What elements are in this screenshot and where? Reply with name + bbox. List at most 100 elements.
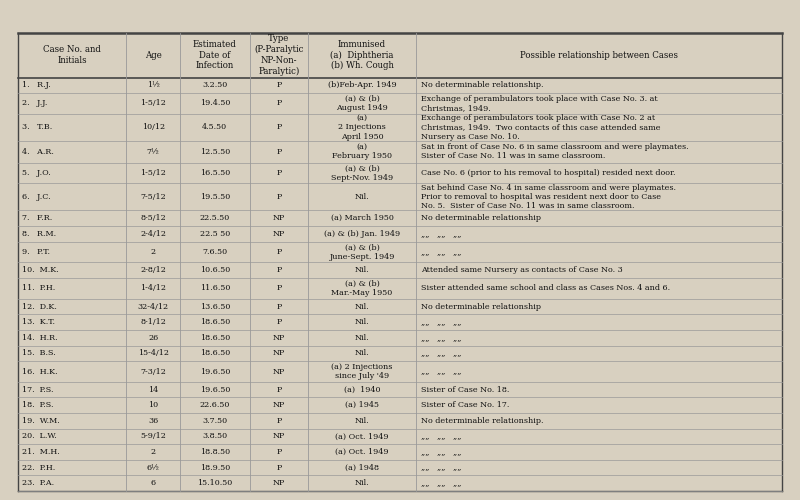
Text: 10.6.50: 10.6.50 xyxy=(200,266,230,274)
Text: 10/12: 10/12 xyxy=(142,124,165,132)
Text: NP: NP xyxy=(273,368,285,376)
Text: 3.7.50: 3.7.50 xyxy=(202,417,227,425)
Text: 21.  M.H.: 21. M.H. xyxy=(22,448,59,456)
Text: Sat in front of Case No. 6 in same classroom and were playmates.
Sister of Case : Sat in front of Case No. 6 in same class… xyxy=(421,143,689,160)
Text: 7.6.50: 7.6.50 xyxy=(202,248,227,256)
Text: „„   „„   „„: „„ „„ „„ xyxy=(421,464,462,471)
Text: 11.6.50: 11.6.50 xyxy=(200,284,230,292)
Text: 18.  P.S.: 18. P.S. xyxy=(22,402,53,409)
Text: P: P xyxy=(276,193,282,201)
Text: (b)Feb-Apr. 1949: (b)Feb-Apr. 1949 xyxy=(328,82,396,90)
Text: 19.5.50: 19.5.50 xyxy=(200,193,230,201)
Text: 2.   J.J.: 2. J.J. xyxy=(22,100,47,108)
Text: 14: 14 xyxy=(148,386,158,394)
Text: 8-1/12: 8-1/12 xyxy=(140,318,166,326)
Text: 4.   A.R.: 4. A.R. xyxy=(22,148,54,156)
Text: (a)  1940: (a) 1940 xyxy=(344,386,380,394)
Text: No determinable relationship.: No determinable relationship. xyxy=(421,82,543,90)
Text: 36: 36 xyxy=(148,417,158,425)
Text: NP: NP xyxy=(273,350,285,358)
Text: 8-5/12: 8-5/12 xyxy=(140,214,166,222)
Text: Exchange of perambulators took place with Case No. 3. at
Christmas, 1949.: Exchange of perambulators took place wit… xyxy=(421,95,658,112)
Text: (a) & (b)
August 1949: (a) & (b) August 1949 xyxy=(336,95,388,112)
Text: 19.  W.M.: 19. W.M. xyxy=(22,417,59,425)
Text: 15-4/12: 15-4/12 xyxy=(138,350,169,358)
Text: NP: NP xyxy=(273,402,285,409)
Text: (a) & (b)
Sept-Nov. 1949: (a) & (b) Sept-Nov. 1949 xyxy=(331,164,393,182)
Text: 19.6.50: 19.6.50 xyxy=(200,386,230,394)
Text: 3.2.50: 3.2.50 xyxy=(202,82,227,90)
Text: No determinable relationship: No determinable relationship xyxy=(421,302,541,310)
Text: 16.5.50: 16.5.50 xyxy=(200,169,230,177)
Text: Sister of Case No. 17.: Sister of Case No. 17. xyxy=(421,402,509,409)
Text: 18.6.50: 18.6.50 xyxy=(200,318,230,326)
Text: 18.8.50: 18.8.50 xyxy=(200,448,230,456)
Text: (a) Oct. 1949: (a) Oct. 1949 xyxy=(335,432,389,440)
Text: 5.   J.O.: 5. J.O. xyxy=(22,169,50,177)
Text: 2-8/12: 2-8/12 xyxy=(140,266,166,274)
Text: 9.   P.T.: 9. P.T. xyxy=(22,248,50,256)
Text: P: P xyxy=(276,417,282,425)
Text: Type
(P-Paralytic
NP-Non-
Paralytic): Type (P-Paralytic NP-Non- Paralytic) xyxy=(254,34,303,76)
Text: NP: NP xyxy=(273,432,285,440)
Text: (a)
2 Injections
April 1950: (a) 2 Injections April 1950 xyxy=(338,114,386,140)
Text: Nil.: Nil. xyxy=(354,334,370,342)
Text: 15.  B.S.: 15. B.S. xyxy=(22,350,55,358)
Text: 2-4/12: 2-4/12 xyxy=(140,230,166,238)
Text: NP: NP xyxy=(273,230,285,238)
Text: Sister attended same school and class as Cases Nos. 4 and 6.: Sister attended same school and class as… xyxy=(421,284,670,292)
Text: (a) & (b)
Mar.-May 1950: (a) & (b) Mar.-May 1950 xyxy=(331,280,393,297)
Text: 1-5/12: 1-5/12 xyxy=(140,169,166,177)
Text: NP: NP xyxy=(273,214,285,222)
Text: 22.5.50: 22.5.50 xyxy=(200,214,230,222)
Text: 19.4.50: 19.4.50 xyxy=(200,100,230,108)
Text: NP: NP xyxy=(273,334,285,342)
Text: NP: NP xyxy=(273,479,285,487)
Text: P: P xyxy=(276,266,282,274)
Text: 2: 2 xyxy=(150,248,156,256)
Text: Case No. 6 (prior to his removal to hospital) resided next door.: Case No. 6 (prior to his removal to hosp… xyxy=(421,169,675,177)
Text: (a) March 1950: (a) March 1950 xyxy=(330,214,394,222)
Text: Estimated
Date of
Infection: Estimated Date of Infection xyxy=(193,40,237,70)
Text: 12.  D.K.: 12. D.K. xyxy=(22,302,57,310)
Text: 22.5 50: 22.5 50 xyxy=(200,230,230,238)
Text: 13.6.50: 13.6.50 xyxy=(200,302,230,310)
Text: (a) Oct. 1949: (a) Oct. 1949 xyxy=(335,448,389,456)
Text: P: P xyxy=(276,82,282,90)
Text: (a) 1948: (a) 1948 xyxy=(345,464,379,471)
Text: (a) & (b) Jan. 1949: (a) & (b) Jan. 1949 xyxy=(324,230,400,238)
Text: Immunised
(a)  Diphtheria
(b) Wh. Cough: Immunised (a) Diphtheria (b) Wh. Cough xyxy=(330,40,394,70)
Text: 22.6.50: 22.6.50 xyxy=(200,402,230,409)
Text: „„   „„   „„: „„ „„ „„ xyxy=(421,479,462,487)
Text: Case No. and
Initials: Case No. and Initials xyxy=(43,45,101,65)
Text: Nil.: Nil. xyxy=(354,350,370,358)
Text: P: P xyxy=(276,448,282,456)
Text: „„   „„   „„: „„ „„ „„ xyxy=(421,318,462,326)
Text: 15.10.50: 15.10.50 xyxy=(197,479,233,487)
Text: 1½: 1½ xyxy=(146,82,160,90)
Text: 11.  P.H.: 11. P.H. xyxy=(22,284,55,292)
Text: 1-4/12: 1-4/12 xyxy=(140,284,166,292)
Text: 23.  P.A.: 23. P.A. xyxy=(22,479,54,487)
Text: 18.6.50: 18.6.50 xyxy=(200,350,230,358)
Text: Age: Age xyxy=(145,50,162,59)
Text: P: P xyxy=(276,248,282,256)
Text: „„   „„   „„: „„ „„ „„ xyxy=(421,350,462,358)
Text: 32-4/12: 32-4/12 xyxy=(138,302,169,310)
Text: 8.   R.M.: 8. R.M. xyxy=(22,230,56,238)
Text: (a) & (b)
June-Sept. 1949: (a) & (b) June-Sept. 1949 xyxy=(330,244,394,260)
Text: 20.  L.W.: 20. L.W. xyxy=(22,432,56,440)
Text: No determinable relationship.: No determinable relationship. xyxy=(421,417,543,425)
Text: P: P xyxy=(276,464,282,471)
Text: 17.  P.S.: 17. P.S. xyxy=(22,386,53,394)
Text: „„   „„   „„: „„ „„ „„ xyxy=(421,334,462,342)
Text: Nil.: Nil. xyxy=(354,302,370,310)
Text: 10: 10 xyxy=(148,402,158,409)
Text: Nil.: Nil. xyxy=(354,417,370,425)
Text: P: P xyxy=(276,318,282,326)
Text: P: P xyxy=(276,169,282,177)
Text: 12.5.50: 12.5.50 xyxy=(200,148,230,156)
Text: 6½: 6½ xyxy=(146,464,160,471)
Text: Sat behind Case No. 4 in same classroom and were playmates.
Prior to removal to : Sat behind Case No. 4 in same classroom … xyxy=(421,184,676,210)
Text: 16.  H.K.: 16. H.K. xyxy=(22,368,58,376)
